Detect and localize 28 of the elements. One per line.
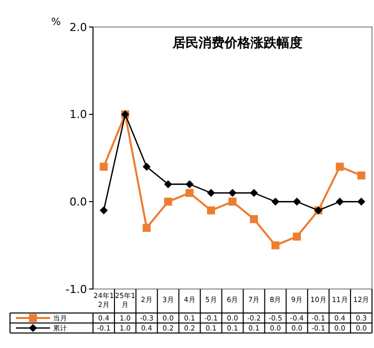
- point: [100, 206, 108, 214]
- y-tick-label: -1.0: [66, 282, 87, 296]
- point: [142, 162, 151, 171]
- point: [207, 188, 216, 197]
- point: [271, 241, 280, 250]
- point: [250, 188, 258, 197]
- point: [142, 224, 151, 232]
- point: [357, 171, 366, 180]
- point: [100, 162, 108, 171]
- point: [250, 215, 258, 224]
- point: [292, 198, 301, 206]
- point: [228, 188, 236, 197]
- point: [357, 198, 366, 206]
- point: [186, 180, 194, 188]
- point: [271, 198, 280, 206]
- point: [228, 198, 236, 206]
- y-tick-label: 1.0: [70, 108, 87, 122]
- point: [292, 232, 301, 241]
- point: [336, 162, 344, 171]
- point: [336, 198, 344, 206]
- point: [164, 180, 172, 188]
- point: [164, 198, 172, 206]
- y-tick-label: 2.0: [70, 20, 87, 34]
- point: [207, 206, 216, 214]
- text: 居民消费价格涨跌幅度: [172, 35, 302, 51]
- y-tick-label: 0.0: [70, 196, 87, 209]
- point: [186, 188, 194, 197]
- y-axis-title: %: [51, 17, 61, 28]
